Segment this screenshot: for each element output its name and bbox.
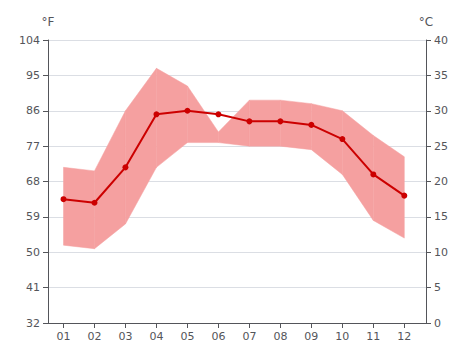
- svg-text:32: 32: [26, 317, 40, 330]
- svg-text:0: 0: [434, 317, 441, 330]
- svg-text:09: 09: [304, 330, 318, 343]
- svg-text:04: 04: [149, 330, 163, 343]
- svg-text:06: 06: [211, 330, 225, 343]
- svg-text:40: 40: [434, 34, 448, 47]
- svg-text:30: 30: [434, 104, 448, 117]
- svg-text:°C: °C: [419, 15, 433, 29]
- svg-text:50: 50: [26, 246, 40, 259]
- svg-text:95: 95: [26, 69, 40, 82]
- svg-text:41: 41: [26, 281, 40, 294]
- svg-text:°F: °F: [42, 15, 55, 29]
- svg-text:35: 35: [434, 69, 448, 82]
- svg-text:20: 20: [434, 175, 448, 188]
- svg-text:03: 03: [118, 330, 132, 343]
- svg-text:11: 11: [366, 330, 380, 343]
- svg-text:25: 25: [434, 140, 448, 153]
- svg-text:5: 5: [434, 281, 441, 294]
- svg-text:02: 02: [87, 330, 101, 343]
- svg-text:07: 07: [242, 330, 256, 343]
- svg-text:68: 68: [26, 175, 40, 188]
- svg-text:77: 77: [26, 140, 40, 153]
- svg-text:59: 59: [26, 210, 40, 223]
- svg-text:86: 86: [26, 104, 40, 117]
- svg-text:01: 01: [56, 330, 70, 343]
- svg-text:08: 08: [273, 330, 287, 343]
- svg-text:05: 05: [180, 330, 194, 343]
- svg-text:10: 10: [434, 246, 448, 259]
- svg-text:104: 104: [19, 34, 40, 47]
- svg-text:12: 12: [397, 330, 411, 343]
- svg-text:10: 10: [335, 330, 349, 343]
- svg-text:15: 15: [434, 210, 448, 223]
